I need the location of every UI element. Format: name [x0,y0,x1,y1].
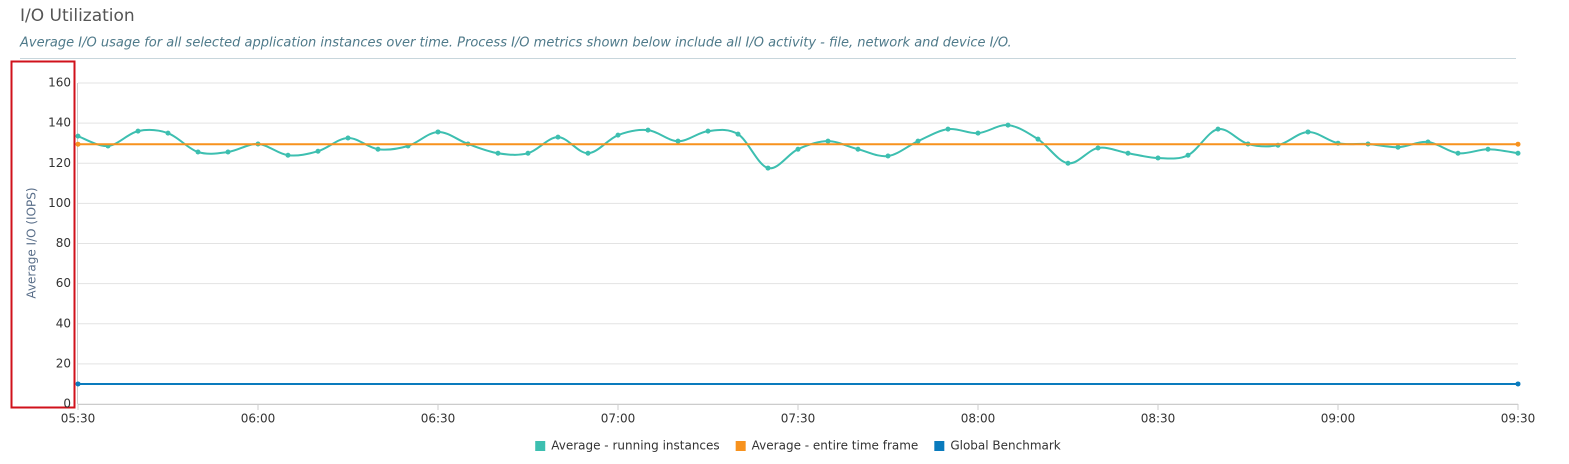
chart-subtitle: Average I/O usage for all selected appli… [19,36,1012,51]
point [645,127,651,133]
x-tick-label: 06:30 [421,412,456,426]
x-tick-label: 07:30 [781,412,816,426]
y-tick-label: 60 [56,276,71,290]
series-line [77,124,1519,170]
point [795,146,801,152]
point [1005,122,1011,128]
y-tick-label: 0 [63,397,71,411]
x-tick-label: 09:00 [1321,412,1356,426]
point [315,148,321,154]
point [1095,145,1101,151]
point [1395,144,1401,150]
point [525,150,531,156]
point [1515,150,1521,156]
point [945,126,951,132]
point [855,146,861,152]
point [195,149,201,155]
point [225,149,231,155]
y-tick-label: 140 [48,116,71,130]
x-tick-label: 08:00 [961,412,996,426]
point [75,141,81,147]
x-tick-label: 06:00 [241,412,276,426]
y-tick-label: 80 [56,236,71,250]
point [1455,150,1461,156]
point [705,128,711,134]
point [165,130,171,136]
point [1305,129,1311,135]
point [1215,126,1221,132]
point [585,150,591,156]
y-tick-label: 120 [48,156,71,170]
point [75,381,81,387]
legend-swatch [535,441,546,451]
x-tick-label: 08:30 [1141,412,1176,426]
x-tick-label: 09:30 [1501,412,1536,426]
point [1515,141,1521,147]
point [615,132,621,138]
chart-title: I/O Utilization [20,6,135,26]
point [1515,381,1521,387]
legend-swatch [735,441,746,451]
point [915,138,921,144]
y-axis-label: Average I/O (IOPS) [25,187,39,298]
legend-swatch [934,441,945,451]
point [375,146,381,152]
y-tick-label: 100 [48,196,71,210]
point [345,135,351,141]
point [435,129,441,135]
point [285,152,291,158]
x-tick-label: 07:00 [601,412,636,426]
point [1035,136,1041,142]
point [495,150,501,156]
y-tick-label: 20 [56,356,71,370]
point [1485,146,1491,152]
y-tick-label: 40 [56,316,71,330]
point [765,165,771,171]
legend-label: Average - running instances [551,439,719,453]
point [75,133,81,139]
y-tick-label: 160 [48,76,71,90]
legend-label: Global Benchmark [950,439,1060,453]
x-tick-label: 05:30 [61,412,96,426]
point [1155,155,1161,161]
point [735,131,741,137]
point [555,134,561,140]
point [1125,150,1131,156]
point [975,130,981,136]
point [825,138,831,144]
point [1185,152,1191,158]
point [885,153,891,159]
point [675,138,681,144]
legend-label: Average - entire time frame [752,439,919,453]
point [135,128,141,134]
point [1065,160,1071,166]
highlight-box [10,60,76,409]
